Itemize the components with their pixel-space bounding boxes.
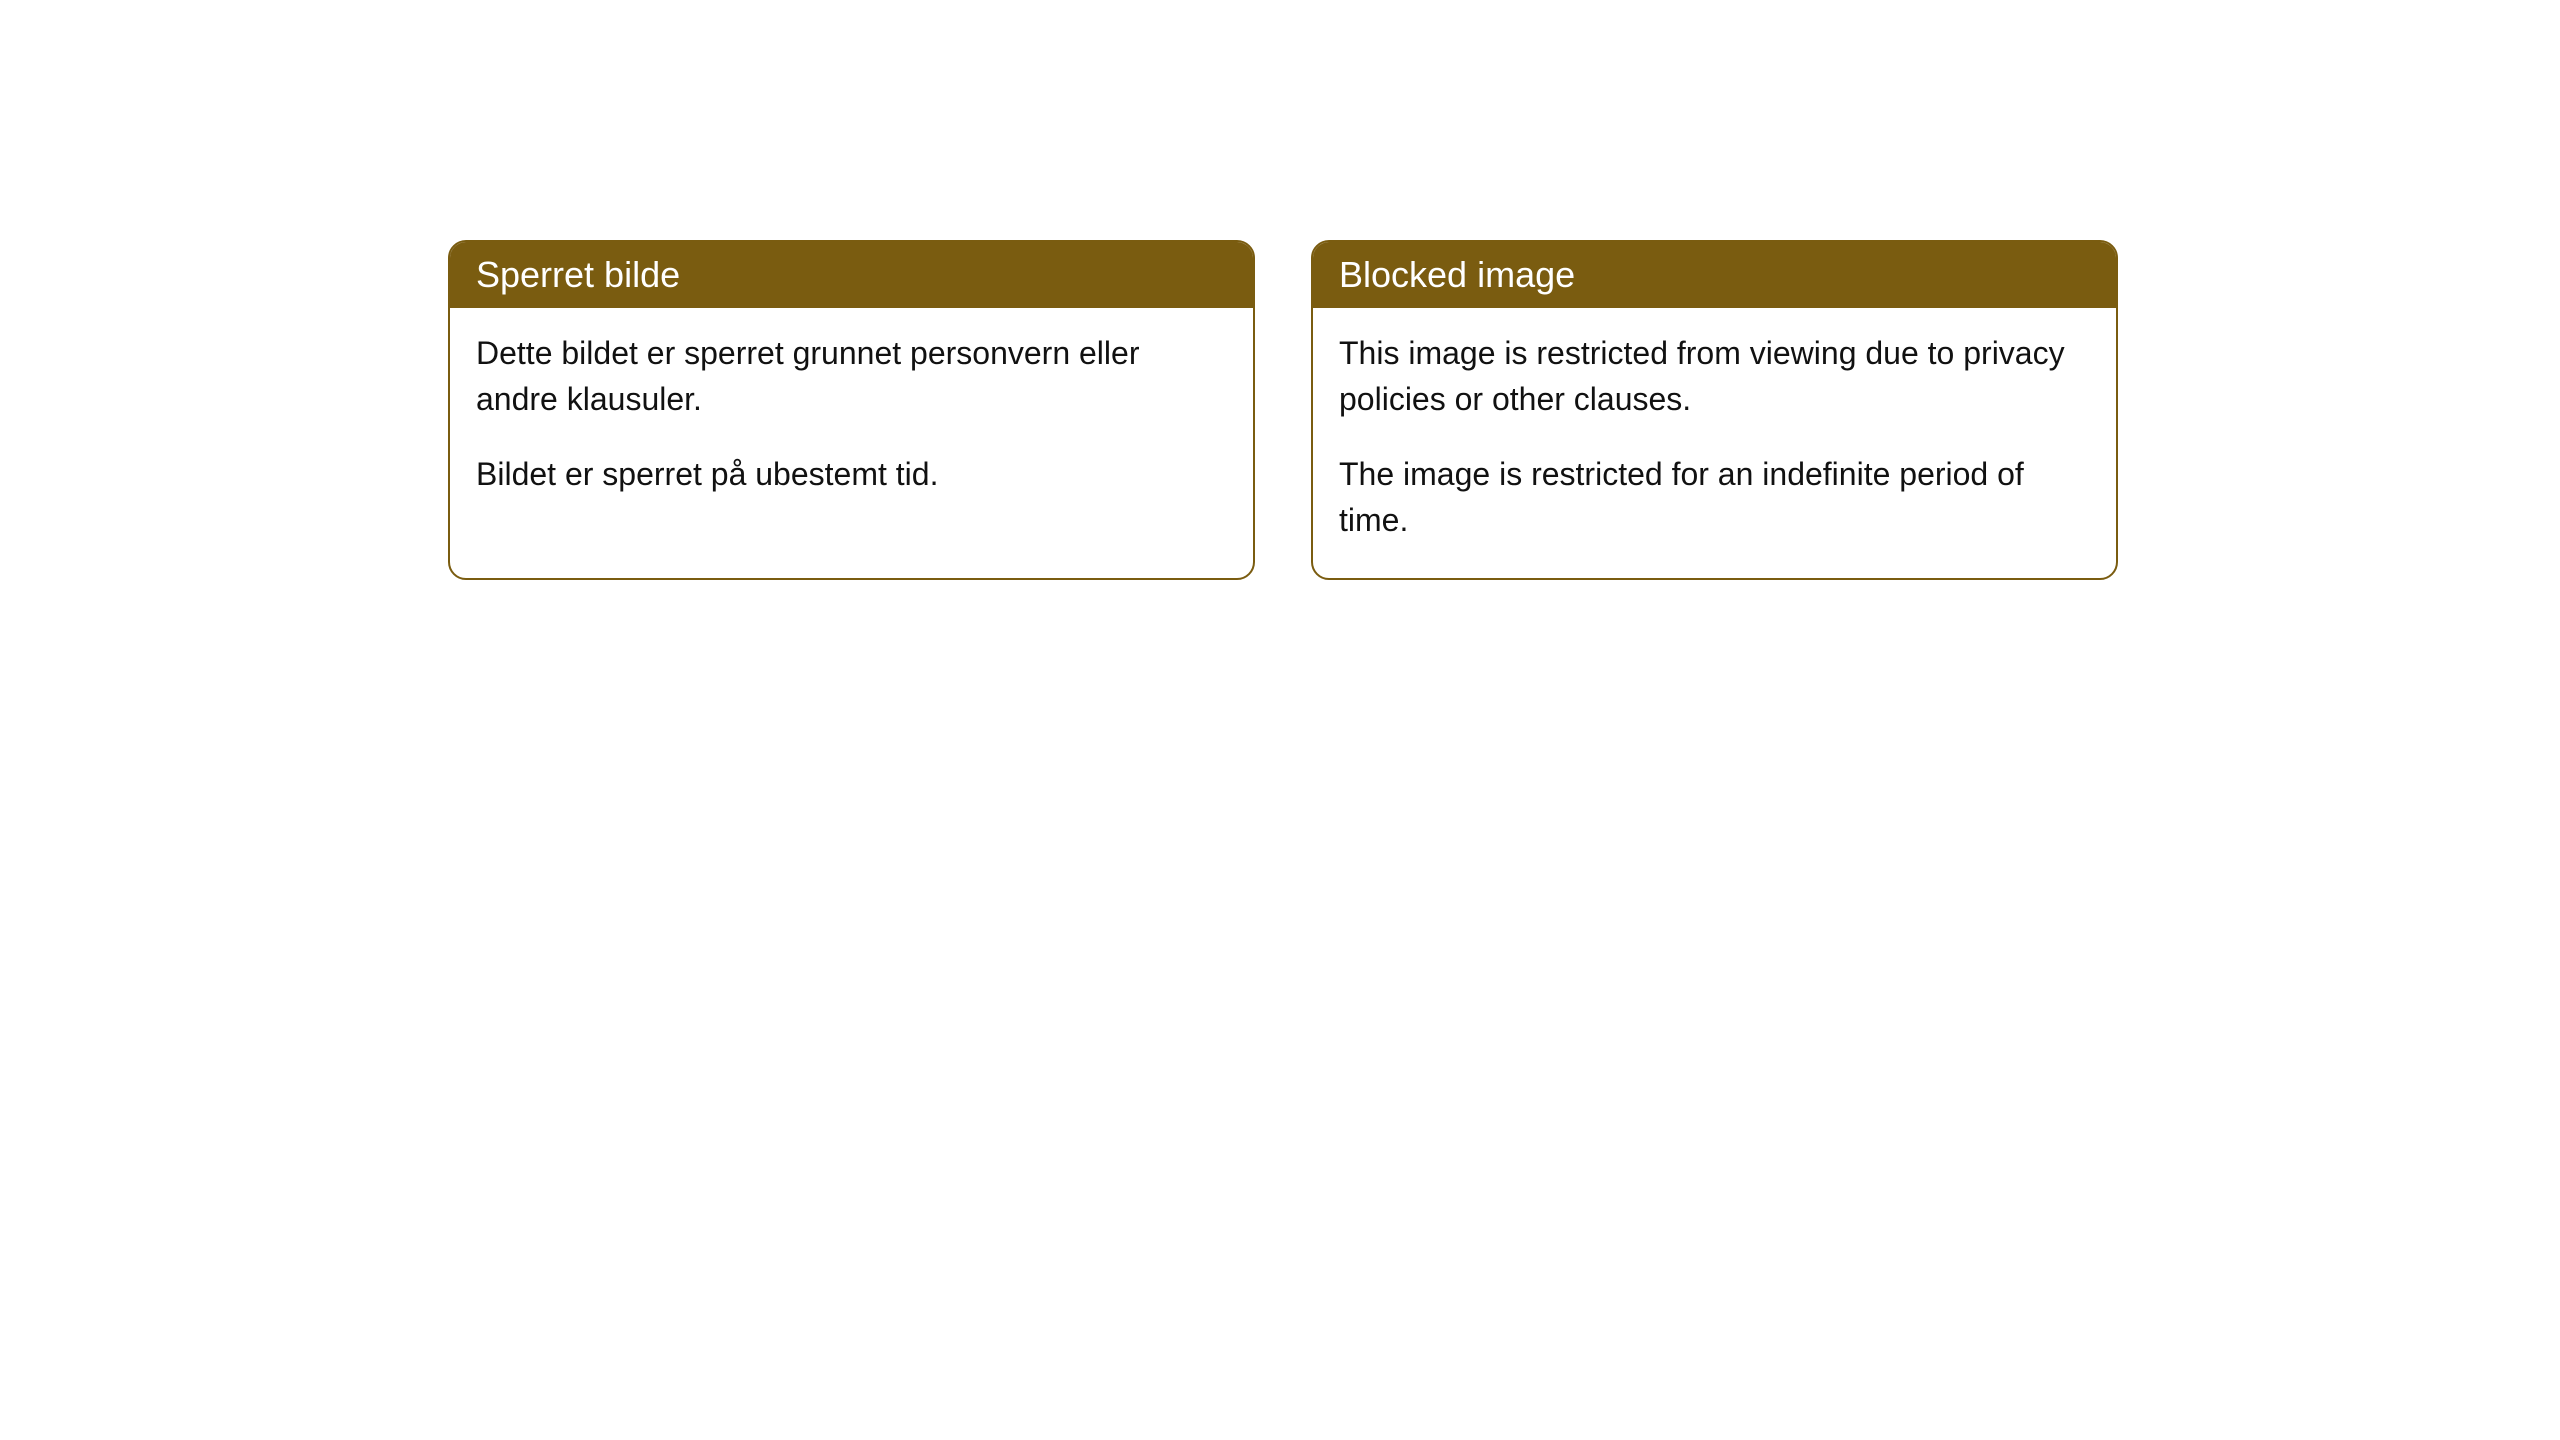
card-paragraph-2: Bildet er sperret på ubestemt tid.	[476, 451, 1227, 497]
blocked-image-card-english: Blocked image This image is restricted f…	[1311, 240, 2118, 580]
card-body: This image is restricted from viewing du…	[1313, 308, 2116, 578]
card-paragraph-2: The image is restricted for an indefinit…	[1339, 451, 2090, 544]
card-header: Sperret bilde	[450, 242, 1253, 308]
notice-cards-container: Sperret bilde Dette bildet er sperret gr…	[448, 240, 2118, 580]
blocked-image-card-norwegian: Sperret bilde Dette bildet er sperret gr…	[448, 240, 1255, 580]
card-paragraph-1: Dette bildet er sperret grunnet personve…	[476, 330, 1227, 423]
card-title: Blocked image	[1339, 254, 1575, 295]
card-body: Dette bildet er sperret grunnet personve…	[450, 308, 1253, 531]
card-title: Sperret bilde	[476, 254, 680, 295]
card-header: Blocked image	[1313, 242, 2116, 308]
card-paragraph-1: This image is restricted from viewing du…	[1339, 330, 2090, 423]
